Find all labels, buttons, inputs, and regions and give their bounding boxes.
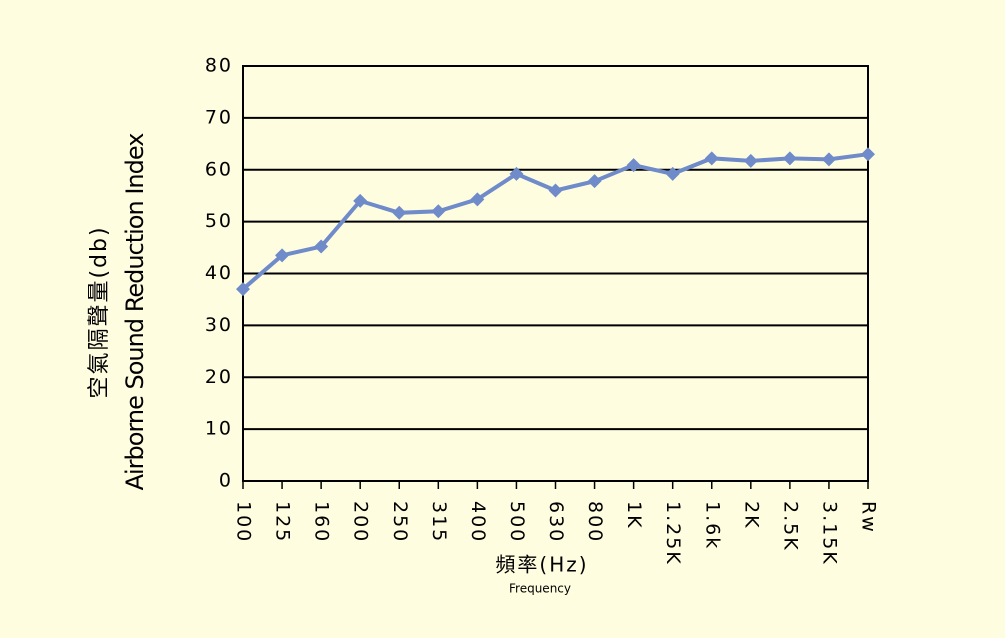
x-axis-title: 頻率(Hz) — [495, 553, 588, 577]
x-tick-label: 2.5K — [779, 501, 801, 552]
y-tick-label: 30 — [205, 314, 233, 336]
marker — [314, 239, 329, 254]
x-tick-label: 250 — [389, 501, 411, 543]
x-tick-label: 800 — [584, 501, 606, 543]
x-tick-label: 1.25K — [662, 501, 684, 566]
y-tick-label: 10 — [205, 418, 233, 440]
marker — [353, 193, 368, 208]
marker — [431, 204, 446, 219]
marker — [821, 152, 836, 167]
marker — [782, 151, 797, 166]
y-tick-label: 20 — [205, 366, 233, 388]
y-tick-label: 60 — [205, 158, 233, 180]
x-tick-label: 1K — [623, 501, 645, 530]
x-tick-label: 125 — [272, 501, 294, 543]
marker — [470, 192, 485, 207]
marker — [236, 282, 250, 297]
y-tick-label: 80 — [205, 55, 233, 77]
marker — [861, 147, 875, 162]
marker — [275, 248, 290, 263]
y-axis-title: 空氣隔聲量(db) — [87, 225, 112, 398]
x-axis-title: Frequency — [509, 582, 571, 596]
y-tick-label: 50 — [205, 210, 233, 232]
x-tick-label: 200 — [350, 501, 372, 543]
marker — [392, 205, 407, 220]
x-tick-label: 630 — [545, 501, 567, 543]
marker — [665, 166, 680, 181]
x-tick-label: Rw — [858, 501, 880, 534]
x-tick-label: 500 — [506, 501, 528, 543]
x-tick-label: 100 — [233, 501, 255, 543]
x-tick-label: 3.15K — [818, 501, 840, 566]
x-tick-label: 400 — [467, 501, 489, 543]
y-tick-label: 70 — [205, 106, 233, 128]
x-tick-label: 160 — [311, 501, 333, 543]
y-tick-label: 0 — [219, 470, 233, 492]
marker — [704, 151, 719, 166]
y-axis-title: Airborne Sound Reduction Index — [121, 133, 149, 491]
marker — [548, 183, 563, 198]
y-tick-label: 40 — [205, 262, 233, 284]
x-tick-label: 315 — [428, 501, 450, 543]
marker — [743, 153, 758, 168]
marker — [587, 174, 602, 189]
marker — [626, 158, 641, 173]
x-tick-label: 2K — [740, 501, 762, 530]
marker — [509, 166, 524, 181]
x-tick-label: 1.6k — [701, 501, 723, 550]
